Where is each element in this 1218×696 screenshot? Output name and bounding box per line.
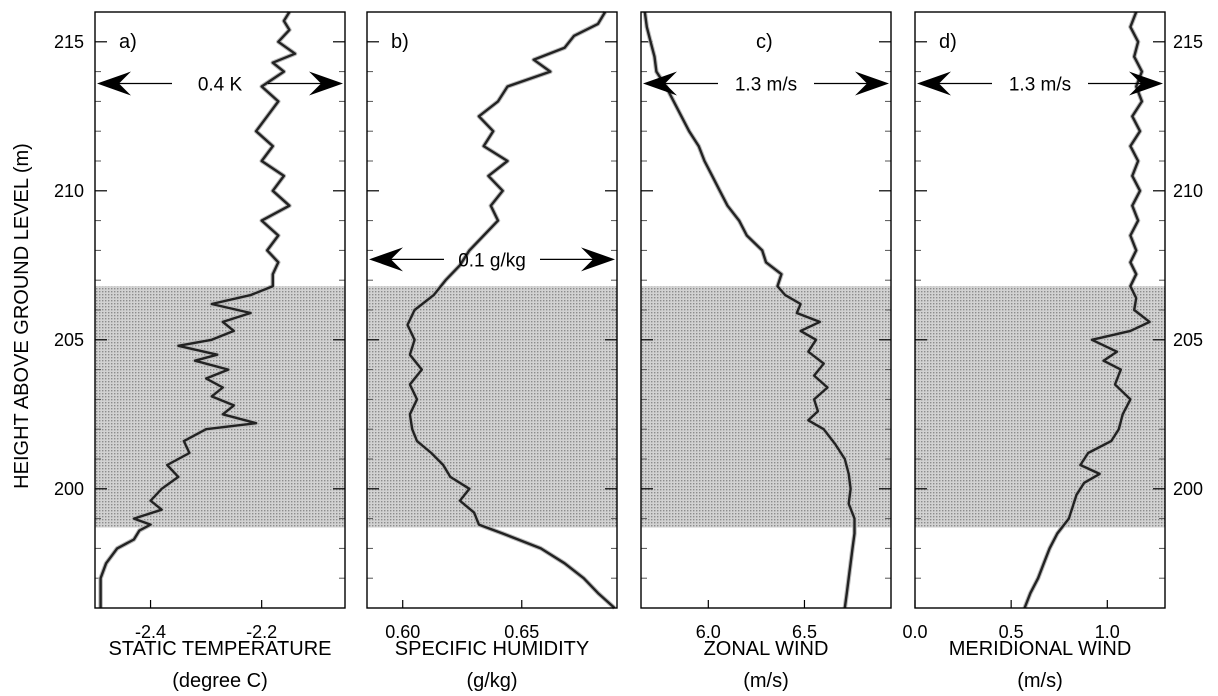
scale-arrow: 0.4 K xyxy=(97,71,343,96)
x-tick-label-1: -2.2 xyxy=(246,622,277,642)
y-tick-label-right-215: 215 xyxy=(1173,32,1203,52)
arrowhead-left xyxy=(369,247,403,272)
arrowhead-right xyxy=(309,71,343,96)
y-tick-label-right-205: 205 xyxy=(1173,330,1203,350)
x-tick-label-2: 1.0 xyxy=(1095,622,1120,642)
panel-d: d) 1.3 m/s 0.0 0.5 1.0 MERIDIONAL WIND (m/… xyxy=(902,11,1166,692)
scale-arrow: 1.3 m/s xyxy=(643,71,889,96)
shaded-layer xyxy=(95,286,345,528)
scale-arrow: 0.1 g/kg xyxy=(369,247,615,272)
panel-b: b) 0.1 g/kg 0.60 0.65 SPECIFIC HUMIDITY (… xyxy=(366,10,618,692)
arrowhead-left xyxy=(97,71,131,96)
arrowhead-right xyxy=(855,71,889,96)
arrowhead-right xyxy=(1129,71,1163,96)
y-axis-label: HEIGHT ABOVE GROUND LEVEL (m) xyxy=(11,143,33,489)
panel-label: b) xyxy=(391,31,409,53)
panel-frame xyxy=(640,11,892,609)
shaded-layer xyxy=(915,286,1165,528)
temperature-trace xyxy=(99,11,297,608)
x-tick-labels: -2.4 -2.2 xyxy=(135,622,277,642)
x-tick-label-0: 0.60 xyxy=(385,622,420,642)
x-axis-label: MERIDIONAL WIND xyxy=(949,638,1132,660)
zonal-wind-trace xyxy=(643,11,856,609)
panel-label: c) xyxy=(756,31,773,53)
x-axis-unit: (g/kg) xyxy=(466,670,517,692)
scale-arrow: 1.3 m/s xyxy=(917,71,1163,96)
y-tick-label-205: 205 xyxy=(54,330,84,350)
scale-annotation: 1.3 m/s xyxy=(1009,75,1071,96)
tick-marks xyxy=(914,11,1165,609)
right-y-tick-labels: 200 205 210 215 xyxy=(1173,32,1203,499)
panel-frame xyxy=(914,11,1166,609)
x-tick-label-0: 6.0 xyxy=(696,622,721,642)
panel-label: d) xyxy=(939,31,957,53)
x-axis-label: ZONAL WIND xyxy=(704,638,829,660)
panel-frame xyxy=(94,11,346,609)
panel-c: c) 1.3 m/s 6.0 6.5 ZONAL WIND (m/s) xyxy=(640,11,892,692)
scale-annotation: 1.3 m/s xyxy=(735,75,797,96)
x-axis-label: SPECIFIC HUMIDITY xyxy=(395,638,589,660)
humidity-trace xyxy=(406,11,616,609)
x-tick-labels: 0.0 0.5 1.0 xyxy=(902,622,1119,642)
x-axis-unit: (m/s) xyxy=(743,670,789,692)
x-axis-unit: (degree C) xyxy=(172,670,268,692)
shaded-layer xyxy=(641,286,891,528)
arrowhead-right xyxy=(581,247,615,272)
panel-label: a) xyxy=(119,31,137,53)
x-tick-label-1: 6.5 xyxy=(792,622,817,642)
y-tick-label-215: 215 xyxy=(54,32,84,52)
x-axis-label: STATIC TEMPERATURE xyxy=(109,638,332,660)
arrowhead-left xyxy=(917,71,951,96)
panel-frame xyxy=(366,11,618,609)
left-y-tick-labels: 200 205 210 215 xyxy=(54,32,84,499)
y-tick-label-200: 200 xyxy=(54,479,84,499)
scale-annotation: 0.4 K xyxy=(198,75,243,96)
x-axis-unit: (m/s) xyxy=(1017,670,1063,692)
shaded-layer xyxy=(367,286,617,528)
scale-annotation: 0.1 g/kg xyxy=(458,250,526,271)
arrowhead-left xyxy=(643,71,677,96)
x-tick-label-0: -2.4 xyxy=(135,622,166,642)
panel-a: a) 0.4 K -2.4 -2.2 STATIC TEMPERATURE (de… xyxy=(94,10,346,692)
x-tick-label-0: 0.0 xyxy=(902,622,927,642)
y-tick-label-right-200: 200 xyxy=(1173,479,1203,499)
y-tick-label-right-210: 210 xyxy=(1173,181,1203,201)
x-tick-label-1: 0.65 xyxy=(504,622,539,642)
x-tick-labels: 0.60 0.65 xyxy=(385,622,539,642)
tick-marks xyxy=(95,11,345,609)
y-tick-label-210: 210 xyxy=(54,181,84,201)
meridional-wind-trace xyxy=(1023,11,1151,609)
x-tick-label-1: 0.5 xyxy=(999,622,1024,642)
x-tick-labels: 6.0 6.5 xyxy=(696,622,817,642)
